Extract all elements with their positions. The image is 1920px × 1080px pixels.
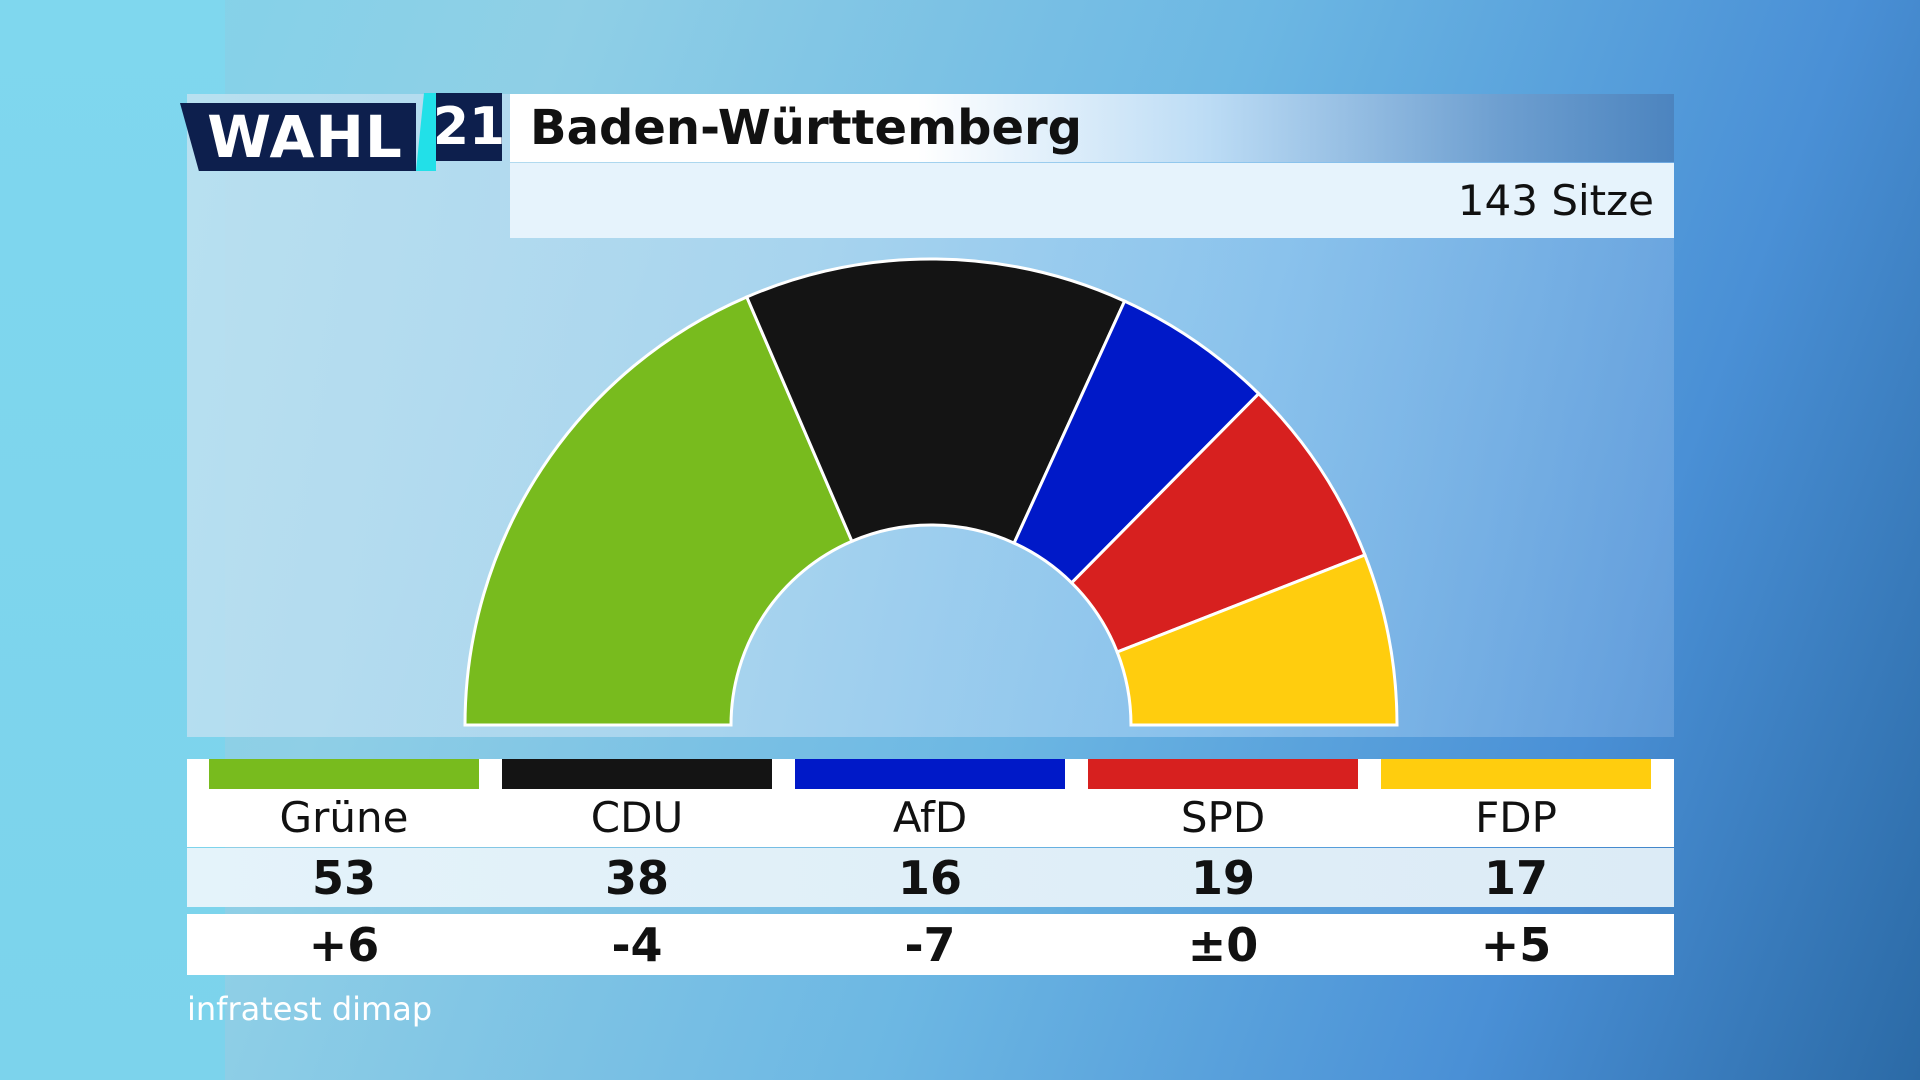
party-name-fdp: FDP	[1475, 793, 1557, 842]
party-cell-gr-ne: Grüne	[209, 759, 479, 847]
party-change-gr-ne: +6	[308, 917, 380, 972]
seat-segment-gr-ne	[463, 294, 854, 727]
party-swatch-afd	[795, 759, 1065, 789]
party-name-spd: SPD	[1180, 793, 1266, 842]
seat-value-row: 53 38 16 19 17	[187, 848, 1674, 907]
party-swatch-cdu	[502, 759, 772, 789]
party-seats-afd: 16	[897, 850, 962, 905]
party-cell-cdu: CDU	[502, 759, 772, 847]
party-swatch-fdp	[1381, 759, 1651, 789]
party-seats-fdp: 17	[1483, 850, 1548, 905]
party-seats-spd: 19	[1190, 850, 1255, 905]
page-title: Baden-Württemberg	[510, 94, 1674, 162]
logo-word: WAHL	[180, 103, 416, 171]
party-name-row: Grüne CDU AfD SPD FDP	[187, 759, 1674, 847]
party-change-spd: ±0	[1187, 917, 1259, 972]
logo-number: 21	[433, 93, 505, 161]
party-cell-afd: AfD	[795, 759, 1065, 847]
source-label: infratest dimap	[187, 990, 433, 1028]
party-change-cdu: -4	[611, 917, 663, 972]
seat-segment-cdu	[744, 257, 1127, 546]
party-swatch-spd	[1088, 759, 1358, 789]
party-change-fdp: +5	[1480, 917, 1552, 972]
party-change-afd: -7	[904, 917, 956, 972]
results-table: Grüne CDU AfD SPD FDP 53 38 16 19 17 +6 -4 -7 ±0 +5	[187, 759, 1674, 975]
seat-segment-fdp	[1115, 553, 1399, 727]
party-swatch-gr-ne	[209, 759, 479, 789]
party-name-afd: AfD	[892, 793, 968, 842]
party-cell-spd: SPD	[1088, 759, 1358, 847]
party-name-gr-ne: Grüne	[279, 793, 409, 842]
party-seats-cdu: 38	[604, 850, 669, 905]
party-name-cdu: CDU	[590, 793, 684, 842]
seat-change-row: +6 -4 -7 ±0 +5	[187, 914, 1674, 975]
party-cell-fdp: FDP	[1381, 759, 1651, 847]
seats-total: 143 Sitze	[510, 163, 1674, 238]
party-seats-gr-ne: 53	[311, 850, 376, 905]
